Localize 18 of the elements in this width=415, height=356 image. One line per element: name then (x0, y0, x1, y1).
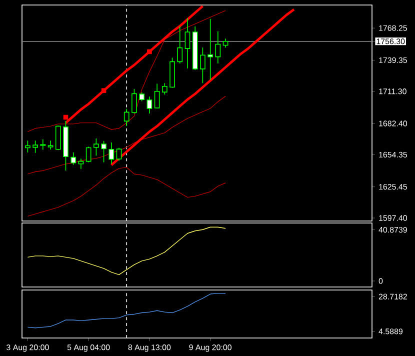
candlestick (215, 30, 221, 64)
candlestick (124, 108, 130, 126)
candlestick (184, 18, 190, 69)
candlestick (222, 38, 228, 48)
point (63, 114, 68, 120)
candlestick (177, 26, 183, 64)
candlestick (48, 140, 54, 150)
candlestick (86, 146, 92, 163)
candlestick (146, 96, 152, 114)
point (101, 88, 106, 93)
candlestick (208, 18, 213, 80)
candlestick (108, 142, 114, 164)
candlestick (70, 152, 76, 166)
line-series (27, 292, 226, 328)
candlestick (78, 158, 84, 170)
candlestick (40, 139, 46, 150)
point (147, 49, 152, 54)
line-series (110, 8, 296, 166)
